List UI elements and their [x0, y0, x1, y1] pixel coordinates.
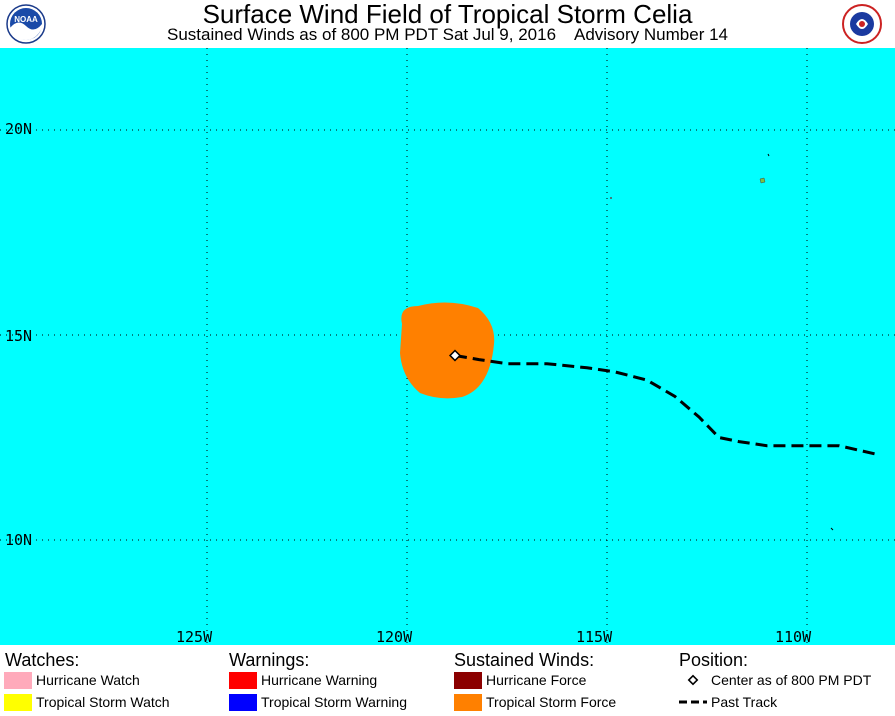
legend-watches-heading: Watches: [5, 650, 80, 670]
hurricane-force-swatch [454, 671, 482, 689]
legend-tropical-storm-watch: Tropical Storm Watch [4, 693, 170, 711]
legend-past-track: Past Track [679, 693, 777, 711]
hurricane-watch-swatch [4, 671, 32, 689]
legend-tropical-storm-force: Tropical Storm Force [454, 693, 616, 711]
map-title: Surface Wind Field of Tropical Storm Cel… [202, 0, 693, 29]
map-area: 20N 15N 10N 125W 120W 115W 110W [0, 48, 895, 646]
legend-position-heading: Position: [679, 650, 749, 670]
legend: Watches: Hurricane Watch Tropical Storm … [0, 645, 895, 716]
tropical-storm-force-wind-area [400, 302, 495, 399]
legend-hurricane-warning: Hurricane Warning [229, 671, 377, 689]
dashed-line-icon [679, 699, 707, 705]
noaa-logo: NOAA [6, 4, 46, 44]
legend-label: Tropical Storm Watch [36, 694, 170, 710]
noaa-logo-text: NOAA [14, 15, 38, 24]
legend-label: Past Track [711, 694, 778, 710]
legend-warnings-heading: Warnings: [229, 650, 310, 670]
legend-winds-heading: Sustained Winds: [454, 650, 595, 670]
hurricane-warning-swatch [229, 671, 257, 689]
legend-label: Hurricane Watch [36, 672, 140, 688]
past-track-line [454, 354, 876, 456]
tropical-storm-warning-swatch [229, 693, 257, 711]
legend-hurricane-force: Hurricane Force [454, 671, 586, 689]
island-clarion [610, 197, 612, 199]
storm-center-diamond [448, 349, 462, 362]
legend-label: Hurricane Force [486, 672, 587, 688]
legend-label: Center as of 800 PM PDT [711, 672, 872, 688]
legend-label: Hurricane Warning [261, 672, 378, 688]
diamond-icon [679, 674, 707, 686]
legend-center-position: Center as of 800 PM PDT [679, 671, 871, 689]
nws-logo [842, 4, 882, 44]
legend-label: Tropical Storm Warning [261, 694, 408, 710]
lat-label-10n: 10N [5, 531, 33, 549]
lat-label-15n: 15N [5, 327, 33, 345]
lon-label-125w: 125W [176, 628, 213, 646]
lon-label-110w: 110W [775, 628, 812, 646]
lat-label-20n: 20N [5, 120, 33, 138]
legend-hurricane-watch: Hurricane Watch [4, 671, 140, 689]
lon-label-115w: 115W [576, 628, 613, 646]
legend-tropical-storm-warning: Tropical Storm Warning [229, 693, 407, 711]
tropical-storm-watch-swatch [4, 693, 32, 711]
legend-label: Tropical Storm Force [486, 694, 617, 710]
island-small [830, 527, 834, 531]
map-subtitle: Sustained Winds as of 800 PM PDT Sat Jul… [167, 25, 728, 44]
tropical-storm-force-swatch [454, 693, 482, 711]
island-socorro [759, 177, 766, 184]
lon-label-120w: 120W [376, 628, 413, 646]
island-san-benedicto [767, 153, 770, 157]
map-canvas [0, 48, 895, 645]
